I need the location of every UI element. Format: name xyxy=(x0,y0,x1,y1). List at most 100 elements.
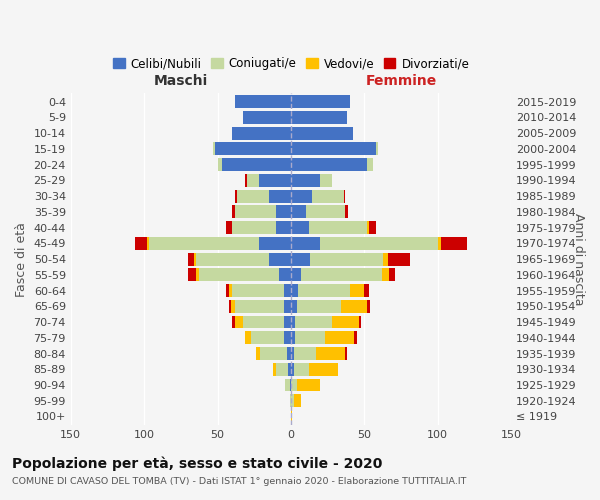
Bar xyxy=(305,206,346,218)
Bar xyxy=(232,206,235,218)
Bar xyxy=(376,142,377,156)
Bar xyxy=(298,284,350,297)
Bar xyxy=(291,142,376,156)
Bar xyxy=(242,316,284,328)
Bar xyxy=(235,95,291,108)
Bar xyxy=(199,268,279,281)
Bar xyxy=(294,347,316,360)
Bar xyxy=(291,284,298,297)
Bar xyxy=(245,332,251,344)
Bar xyxy=(235,300,284,312)
Y-axis label: Fasce di età: Fasce di età xyxy=(15,222,28,296)
Bar xyxy=(291,394,294,407)
Bar xyxy=(222,158,291,171)
Bar xyxy=(226,284,229,297)
Bar xyxy=(235,206,277,218)
Legend: Celibi/Nubili, Coniugati/e, Vedovi/e, Divorziati/e: Celibi/Nubili, Coniugati/e, Vedovi/e, Di… xyxy=(108,52,474,75)
Bar xyxy=(136,237,147,250)
Bar xyxy=(245,174,247,187)
Bar xyxy=(350,284,364,297)
Bar xyxy=(235,190,236,202)
Bar xyxy=(274,363,277,376)
Text: Femmine: Femmine xyxy=(365,74,437,88)
Bar xyxy=(301,268,382,281)
Bar xyxy=(291,95,350,108)
Bar xyxy=(297,378,320,392)
Bar xyxy=(229,284,232,297)
Bar xyxy=(287,347,291,360)
Bar xyxy=(232,126,291,140)
Bar xyxy=(438,237,441,250)
Bar xyxy=(236,190,269,202)
Bar xyxy=(344,190,346,202)
Bar xyxy=(291,252,310,266)
Bar xyxy=(291,300,297,312)
Bar xyxy=(291,378,297,392)
Bar xyxy=(389,268,395,281)
Bar xyxy=(290,378,291,392)
Bar xyxy=(294,394,301,407)
Bar xyxy=(196,268,199,281)
Bar xyxy=(285,378,290,392)
Bar xyxy=(259,237,291,250)
Bar xyxy=(284,332,291,344)
Bar xyxy=(346,206,348,218)
Bar xyxy=(291,410,292,423)
Bar xyxy=(269,190,291,202)
Bar xyxy=(277,206,291,218)
Bar xyxy=(364,284,369,297)
Bar xyxy=(259,174,291,187)
Bar xyxy=(260,347,287,360)
Bar xyxy=(291,237,320,250)
Bar xyxy=(346,347,347,360)
Bar xyxy=(291,221,308,234)
Bar xyxy=(310,252,383,266)
Bar xyxy=(388,252,410,266)
Bar xyxy=(218,158,222,171)
Bar xyxy=(291,111,347,124)
Bar xyxy=(311,190,344,202)
Bar xyxy=(320,174,332,187)
Bar xyxy=(295,332,325,344)
Bar xyxy=(359,316,361,328)
Bar xyxy=(291,332,295,344)
Bar xyxy=(320,237,438,250)
Bar xyxy=(229,300,231,312)
Bar xyxy=(332,316,359,328)
Bar xyxy=(284,316,291,328)
Bar xyxy=(290,394,291,407)
Bar xyxy=(288,363,291,376)
Bar xyxy=(242,111,291,124)
Text: Maschi: Maschi xyxy=(154,74,208,88)
Bar xyxy=(383,252,388,266)
Bar xyxy=(188,252,194,266)
Bar xyxy=(284,284,291,297)
Bar xyxy=(294,363,308,376)
Bar xyxy=(297,300,341,312)
Y-axis label: Anni di nascita: Anni di nascita xyxy=(572,213,585,306)
Bar xyxy=(291,190,311,202)
Bar xyxy=(213,142,215,156)
Bar xyxy=(149,237,259,250)
Bar xyxy=(232,221,277,234)
Bar xyxy=(251,332,284,344)
Bar xyxy=(291,268,301,281)
Bar xyxy=(382,268,389,281)
Bar xyxy=(367,221,369,234)
Bar xyxy=(291,316,295,328)
Bar xyxy=(316,347,346,360)
Bar xyxy=(284,300,291,312)
Bar xyxy=(291,158,367,171)
Bar xyxy=(291,363,294,376)
Bar xyxy=(194,252,196,266)
Bar xyxy=(295,316,332,328)
Bar xyxy=(367,300,370,312)
Bar xyxy=(369,221,376,234)
Bar xyxy=(308,221,367,234)
Bar xyxy=(247,174,259,187)
Bar xyxy=(279,268,291,281)
Bar xyxy=(269,252,291,266)
Bar xyxy=(354,332,357,344)
Bar xyxy=(325,332,354,344)
Bar xyxy=(277,221,291,234)
